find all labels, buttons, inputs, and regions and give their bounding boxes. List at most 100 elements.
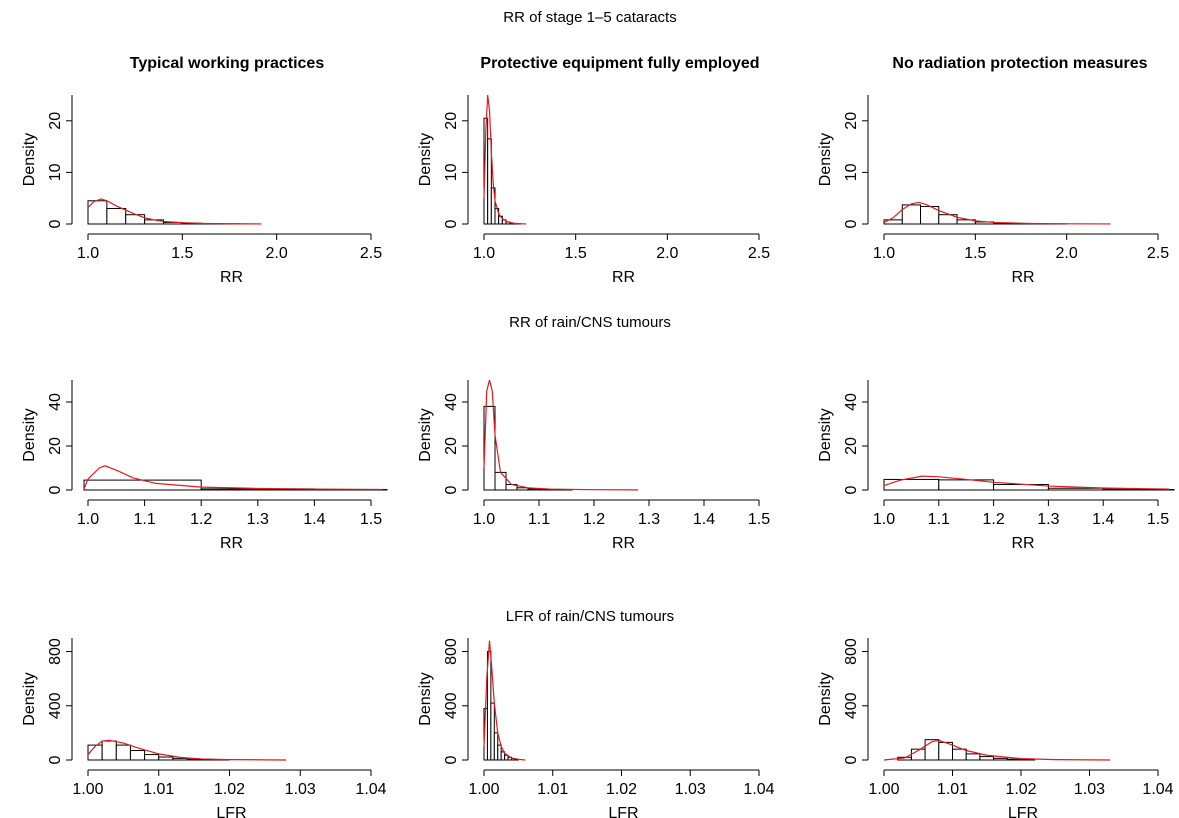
x-axis-label: LFR <box>216 805 246 818</box>
y-tick-label: 20 <box>47 437 64 455</box>
x-tick-label: 1.04 <box>355 781 386 798</box>
x-tick-label: 1.4 <box>303 511 325 528</box>
x-tick-label: 2.0 <box>1056 245 1078 262</box>
histogram-panel-r1-c0: 1.0 1.1 1.2 1.3 1.4 1.5 RR 0 20 40 Density <box>21 380 388 552</box>
y-tick-label: 400 <box>47 692 64 719</box>
y-tick-label: 400 <box>843 692 860 719</box>
y-tick-label: 40 <box>443 393 460 411</box>
histogram-bar <box>938 214 958 225</box>
y-axis-label: Density <box>417 408 434 461</box>
x-tick-label: 1.1 <box>528 511 550 528</box>
x-tick-label: 1.2 <box>982 511 1004 528</box>
y-tick-label: 20 <box>843 112 860 130</box>
x-tick-label: 1.02 <box>214 781 245 798</box>
histogram-bar <box>979 756 995 761</box>
x-tick-label: 1.02 <box>606 781 637 798</box>
density-curve <box>83 465 383 491</box>
y-tick-label: 0 <box>843 755 860 764</box>
histogram-bar <box>487 138 492 225</box>
histogram-bar <box>494 471 507 491</box>
y-axis-label: Density <box>21 133 38 186</box>
density-curve <box>483 94 527 225</box>
row-title-2: LFR of rain/CNS tumours <box>506 608 674 625</box>
x-tick-label: 2.0 <box>656 245 678 262</box>
x-tick-label: 1.1 <box>928 511 950 528</box>
y-tick-label: 0 <box>843 219 860 228</box>
y-tick-label: 20 <box>443 437 460 455</box>
panels-group: 1.0 1.5 2.0 2.5 RR 0 10 20 Density 1.0 1.5 2.0 2.5 RR… <box>21 94 1175 818</box>
y-axis-label: Density <box>21 408 38 461</box>
y-tick-label: 400 <box>443 692 460 719</box>
histogram-bar <box>924 739 940 761</box>
x-tick-label: 1.01 <box>537 781 568 798</box>
histogram-panel-r1-c1: 1.0 1.1 1.2 1.3 1.4 1.5 RR 0 20 40 Density <box>417 379 770 552</box>
histogram-bar <box>1006 758 1022 761</box>
x-tick-label: 2.5 <box>1147 245 1169 262</box>
x-axis-label: RR <box>1011 269 1034 286</box>
x-axis-label: RR <box>220 269 243 286</box>
x-tick-label: 1.00 <box>468 781 499 798</box>
histogram-bar <box>516 487 529 491</box>
y-axis-label: Density <box>817 133 834 186</box>
x-tick-label: 1.5 <box>748 511 770 528</box>
histogram-bar <box>1047 487 1104 491</box>
x-tick-label: 2.5 <box>360 245 382 262</box>
x-tick-label: 2.0 <box>266 245 288 262</box>
x-tick-label: 1.01 <box>937 781 968 798</box>
column-title-no-protection: No radiation protection measures <box>892 55 1147 72</box>
histogram-bar <box>497 744 502 761</box>
x-tick-label: 1.02 <box>1005 781 1036 798</box>
histogram-panel-r0-c2: 1.0 1.5 2.0 2.5 RR 0 10 20 Density <box>817 95 1169 286</box>
histogram-panel-r2-c0: 1.00 1.01 1.02 1.03 1.04 LFR 0 400 800 Density <box>21 638 387 818</box>
x-tick-label: 1.04 <box>743 781 774 798</box>
histogram-bar <box>158 756 174 761</box>
y-tick-label: 800 <box>47 638 64 665</box>
y-axis-label: Density <box>21 672 38 725</box>
histogram-bar <box>172 757 188 761</box>
x-axis-label: RR <box>612 535 635 552</box>
x-tick-label: 1.1 <box>133 511 155 528</box>
histogram-bar <box>106 208 127 225</box>
y-tick-label: 0 <box>47 219 64 228</box>
y-tick-label: 0 <box>443 485 460 494</box>
y-tick-label: 40 <box>47 393 64 411</box>
x-axis-label: LFR <box>1008 805 1038 818</box>
row-title-0: RR of stage 1–5 cataracts <box>503 9 676 26</box>
x-tick-label: 1.5 <box>360 511 382 528</box>
x-tick-label: 1.03 <box>1074 781 1105 798</box>
histogram-bar <box>952 748 967 761</box>
x-tick-label: 1.03 <box>285 781 316 798</box>
x-tick-label: 1.2 <box>583 511 605 528</box>
x-tick-label: 1.01 <box>143 781 174 798</box>
histogram-panel-r2-c2: 1.00 1.01 1.02 1.03 1.04 LFR 0 400 800 Density <box>817 638 1174 818</box>
y-tick-label: 20 <box>47 112 64 130</box>
row-title-1: RR of rain/CNS tumours <box>509 314 671 331</box>
density-curve <box>883 475 1169 490</box>
histogram-bar <box>965 753 981 761</box>
x-tick-label: 1.5 <box>964 245 986 262</box>
y-axis-label: Density <box>417 133 434 186</box>
density-curve <box>883 201 1111 225</box>
y-axis-label: Density <box>417 672 434 725</box>
x-tick-label: 1.0 <box>77 511 99 528</box>
x-tick-label: 1.4 <box>693 511 715 528</box>
histogram-panel-r2-c1: 1.00 1.01 1.02 1.03 1.04 LFR 0 400 800 Density <box>417 638 775 818</box>
x-tick-label: 1.2 <box>190 511 212 528</box>
x-tick-label: 1.0 <box>873 511 895 528</box>
density-curve <box>883 739 1111 761</box>
histogram-bar <box>101 740 117 761</box>
y-tick-label: 0 <box>47 485 64 494</box>
x-tick-label: 1.5 <box>1147 511 1169 528</box>
histogram-bar <box>483 405 496 491</box>
density-curve <box>87 198 262 225</box>
y-axis-label: Density <box>817 408 834 461</box>
y-tick-label: 10 <box>843 163 860 181</box>
x-tick-label: 1.0 <box>77 245 99 262</box>
y-tick-label: 0 <box>47 755 64 764</box>
histogram-bar <box>527 488 540 491</box>
x-tick-label: 1.0 <box>473 511 495 528</box>
x-axis-label: LFR <box>608 805 638 818</box>
y-tick-label: 0 <box>443 219 460 228</box>
x-tick-label: 1.3 <box>247 511 269 528</box>
density-curve <box>87 739 287 761</box>
